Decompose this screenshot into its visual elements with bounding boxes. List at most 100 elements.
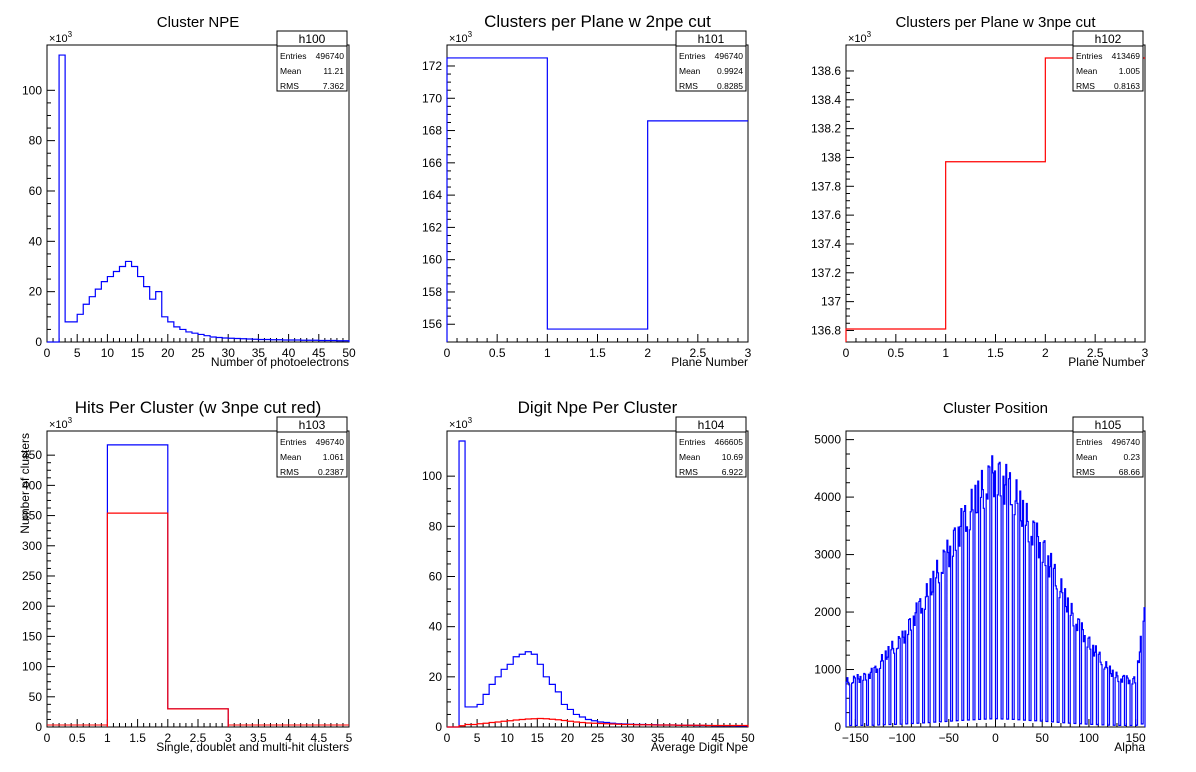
plane2-y-tick-label: 168 bbox=[422, 124, 442, 138]
plane3-stats-entries-value: 413469 bbox=[1112, 51, 1141, 61]
plane2-y-tick-label: 160 bbox=[422, 253, 442, 267]
hits-y-tick-label: 450 bbox=[22, 448, 42, 462]
hits-stats-entries-label: Entries bbox=[280, 437, 306, 447]
plane2-x-tick-label: 1.5 bbox=[589, 346, 606, 360]
plane2-y-tick-label: 158 bbox=[422, 285, 442, 299]
plane3-panel: Clusters per Plane w 3npe cut 0 0.5 1 1.5 2 2.… bbox=[811, 14, 1149, 369]
plane2-title: Clusters per Plane w 2npe cut bbox=[484, 12, 711, 31]
position-x-tick-label: −100 bbox=[889, 731, 916, 745]
plane2-stats-frame bbox=[675, 30, 747, 92]
npe-x-tick-label: 10 bbox=[101, 346, 115, 360]
plane2-x-label: Plane Number bbox=[671, 355, 748, 369]
digit-series-0 bbox=[447, 440, 749, 728]
npe-x-tick-label: 30 bbox=[222, 346, 236, 360]
position-y-tick-label: 5000 bbox=[814, 433, 841, 447]
plane3-y-tick-label: 138 bbox=[821, 150, 841, 164]
digit-stats-name: h104 bbox=[698, 418, 725, 432]
npe-x-tick-label: 0 bbox=[44, 346, 51, 360]
digit-stats-box: h104 Entries 466605 Mean 10.69 RMS 6.922 bbox=[675, 416, 747, 478]
position-x-tick-label: −50 bbox=[939, 731, 960, 745]
position-y-tick-label: 4000 bbox=[814, 490, 841, 504]
position-x-tick-label: 100 bbox=[1079, 731, 1099, 745]
plane2-y-tick-label: 170 bbox=[422, 91, 442, 105]
hits-stats-mean-label: Mean bbox=[280, 452, 302, 462]
plane3-title: Clusters per Plane w 3npe cut bbox=[895, 14, 1096, 31]
npe-stats-name: h100 bbox=[299, 32, 326, 46]
digit-y-tick-label: 40 bbox=[429, 620, 443, 634]
npe-x-tick-label: 45 bbox=[312, 346, 326, 360]
plane3-stats-name: h102 bbox=[1095, 32, 1122, 46]
digit-stats-frame bbox=[675, 416, 747, 478]
plane3-stats-entries-label: Entries bbox=[1076, 51, 1102, 61]
hits-stats-entries-value: 496740 bbox=[316, 437, 345, 447]
hits-x-tick-label: 0 bbox=[44, 731, 51, 745]
position-x-tick-label: 0 bbox=[992, 731, 999, 745]
hits-y-tick-label: 0 bbox=[35, 720, 42, 734]
digit-stats-rms-label: RMS bbox=[679, 467, 698, 477]
hits-stats-box: h103 Entries 496740 Mean 1.061 RMS 0.2387 bbox=[276, 416, 348, 478]
plane2-x-tick-label: 2.5 bbox=[689, 346, 706, 360]
hits-y-tick-label: 50 bbox=[29, 690, 43, 704]
digit-stats-entries-label: Entries bbox=[679, 437, 705, 447]
plane2-panel: Clusters per Plane w 2npe cut 0 0.5 1 1.5 2 2.… bbox=[422, 12, 752, 369]
npe-y-tick-label: 20 bbox=[29, 285, 43, 299]
position-y-tick-label: 2000 bbox=[814, 605, 841, 619]
plane2-y-tick-label: 166 bbox=[422, 156, 442, 170]
position-series-0 bbox=[845, 455, 1146, 727]
hits-x-tick-label: 1 bbox=[104, 731, 111, 745]
plane3-y-tick-label: 138.6 bbox=[811, 64, 841, 78]
npe-panel: Cluster NPE 0 5 10 15 20 25 30 35 40 45 50 0 20 40 60 80… bbox=[22, 14, 356, 369]
digit-x-tick-label: 5 bbox=[474, 731, 481, 745]
hits-x-tick-label: 3 bbox=[225, 731, 232, 745]
hits-y-label: Number of clusters bbox=[18, 433, 32, 534]
plane2-stats-name: h101 bbox=[698, 32, 725, 46]
plane2-x-tick-label: 2 bbox=[644, 346, 651, 360]
npe-y-tick-label: 60 bbox=[29, 184, 43, 198]
digit-y-multiplier: ×103 bbox=[449, 416, 473, 431]
hits-y-tick-label: 150 bbox=[22, 629, 42, 643]
hits-y-tick-label: 300 bbox=[22, 539, 42, 553]
plane3-y-multiplier: ×103 bbox=[848, 30, 872, 45]
hits-y-tick-label: 250 bbox=[22, 569, 42, 583]
hits-y-tick-label: 350 bbox=[22, 509, 42, 523]
position-stats-box: h105 Entries 496740 Mean 0.23 RMS 68.66 bbox=[1072, 416, 1144, 478]
digit-x-tick-label: 20 bbox=[561, 731, 575, 745]
npe-y-multiplier: ×103 bbox=[49, 30, 73, 45]
plane2-y-tick-label: 172 bbox=[422, 59, 442, 73]
position-x-tick-label: 150 bbox=[1126, 731, 1146, 745]
hits-x-tick-label: 2.5 bbox=[190, 731, 207, 745]
npe-x-tick-label: 5 bbox=[74, 346, 81, 360]
digit-stats-rms-value: 6.922 bbox=[722, 467, 744, 477]
hits-y-tick-label: 100 bbox=[22, 660, 42, 674]
digit-x-tick-label: 45 bbox=[711, 731, 725, 745]
npe-x-tick-label: 50 bbox=[342, 346, 356, 360]
hits-y-tick-label: 200 bbox=[22, 599, 42, 613]
plane3-x-tick-label: 1 bbox=[942, 346, 949, 360]
digit-panel: Digit Npe Per Cluster 0 5 10 15 20 25 30 35 40 45 5… bbox=[422, 398, 755, 754]
plane2-stats-box: h101 Entries 496740 Mean 0.9924 RMS 0.8285 bbox=[675, 30, 747, 92]
position-stats-rms-value: 68.66 bbox=[1119, 467, 1141, 477]
plane3-stats-frame bbox=[1072, 30, 1144, 92]
digit-x-tick-label: 0 bbox=[444, 731, 451, 745]
npe-y-tick-label: 100 bbox=[22, 83, 42, 97]
digit-title: Digit Npe Per Cluster bbox=[518, 398, 678, 417]
plane3-stats-box: h102 Entries 413469 Mean 1.005 RMS 0.8163 bbox=[1072, 30, 1144, 92]
digit-stats-mean-value: 10.69 bbox=[722, 452, 744, 462]
plane2-y-tick-label: 162 bbox=[422, 220, 442, 234]
plane3-y-tick-label: 137.6 bbox=[811, 208, 841, 222]
hits-stats-name: h103 bbox=[299, 418, 326, 432]
npe-x-tick-label: 35 bbox=[252, 346, 266, 360]
position-stats-entries-value: 496740 bbox=[1112, 437, 1141, 447]
npe-stats-mean-value: 11.21 bbox=[323, 66, 344, 76]
npe-x-tick-label: 25 bbox=[191, 346, 205, 360]
position-y-tick-label: 1000 bbox=[814, 663, 841, 677]
plane3-stats-rms-label: RMS bbox=[1076, 81, 1095, 91]
plane3-y-tick-label: 138.4 bbox=[811, 93, 841, 107]
plane3-x-tick-label: 3 bbox=[1142, 346, 1149, 360]
position-title: Cluster Position bbox=[943, 400, 1048, 417]
npe-stats-entries-label: Entries bbox=[280, 51, 306, 61]
plane3-x-tick-label: 0.5 bbox=[887, 346, 904, 360]
digit-y-tick-label: 80 bbox=[429, 519, 443, 533]
plane3-x-tick-label: 0 bbox=[843, 346, 850, 360]
hits-stats-rms-label: RMS bbox=[280, 467, 299, 477]
